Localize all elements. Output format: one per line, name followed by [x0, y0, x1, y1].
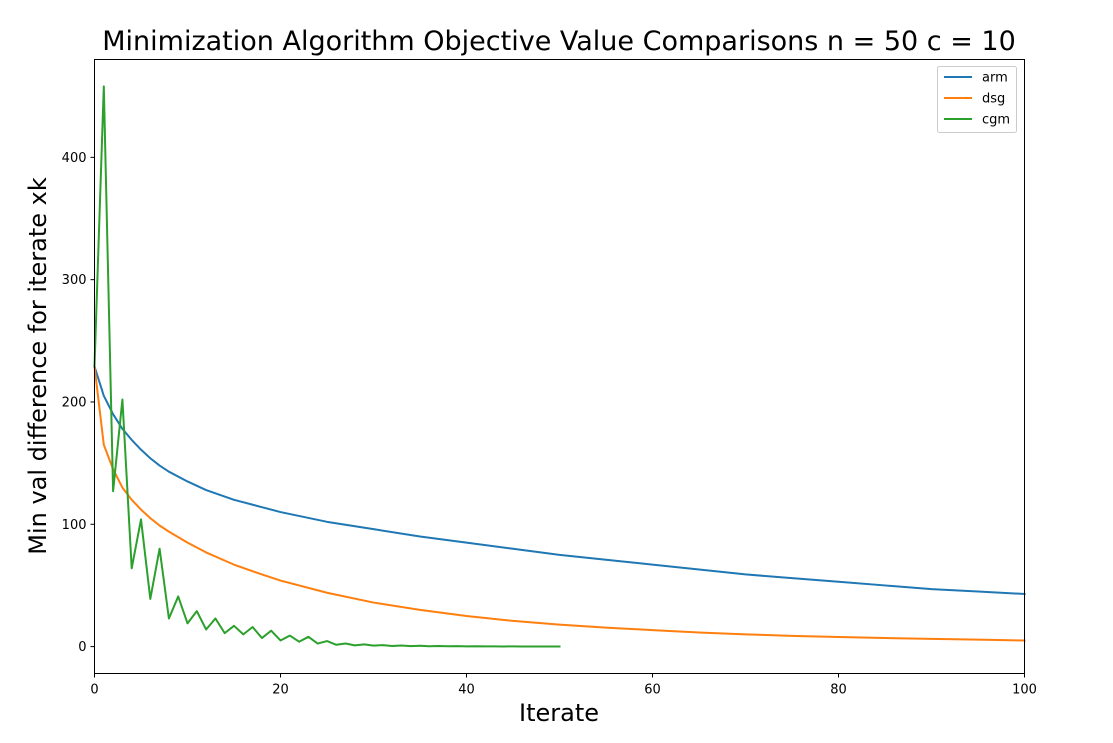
x-tick-label: 60 — [644, 683, 661, 698]
series-line-cgm — [93, 85, 561, 648]
x-tick-label: 20 — [272, 683, 289, 698]
series-line-arm — [93, 365, 1026, 596]
chart-title: Minimization Algorithm Objective Value C… — [102, 26, 1016, 57]
x-tick-label: 100 — [1012, 683, 1037, 698]
x-tick-label: 40 — [458, 683, 475, 698]
y-tick-label: 300 — [62, 273, 87, 288]
legend: arm dsg cgm — [937, 66, 1017, 133]
y-tick-label: 0 — [78, 640, 86, 655]
y-axis-label: Min val difference for iterate xk — [24, 177, 52, 555]
y-tick-label: 400 — [62, 151, 87, 166]
series-line-dsg — [93, 365, 1026, 642]
legend-box — [937, 66, 1017, 133]
x-tick-label: 0 — [90, 683, 98, 698]
y-tick-label: 200 — [62, 395, 87, 410]
legend-label-cgm: cgm — [982, 113, 1010, 128]
x-axis: 0 20 40 60 80 100 — [90, 673, 1037, 698]
plot-frame — [94, 59, 1025, 674]
y-axis: 0 100 200 300 400 — [62, 151, 95, 655]
y-tick-label: 100 — [62, 518, 87, 533]
legend-label-arm: arm — [982, 71, 1008, 86]
plot-lines — [93, 85, 1026, 648]
x-tick-label: 80 — [830, 683, 847, 698]
legend-label-dsg: dsg — [982, 92, 1005, 107]
x-axis-label: Iterate — [519, 699, 599, 727]
